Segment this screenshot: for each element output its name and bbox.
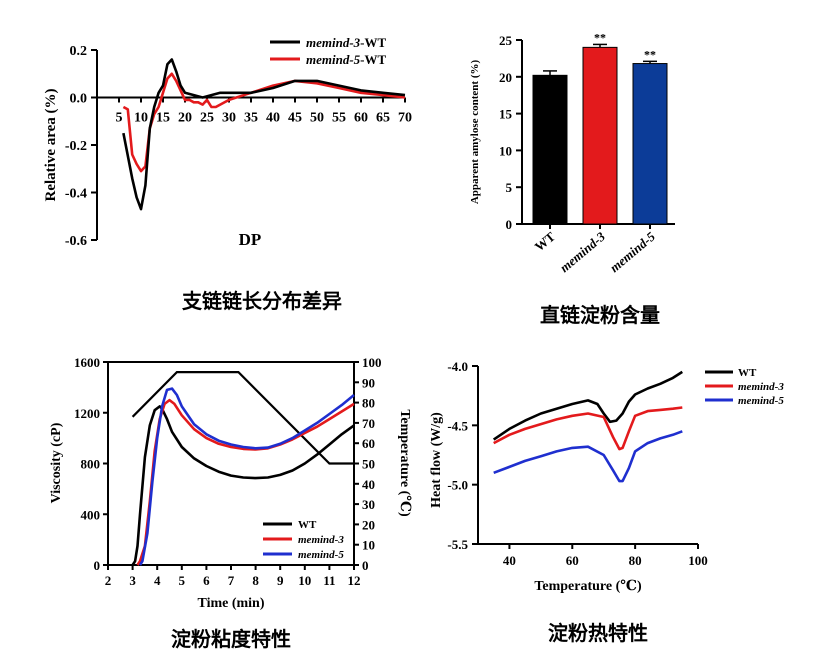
p4-x-tick-label: 100 <box>688 553 708 568</box>
p3-x-tick-label: 9 <box>277 573 284 588</box>
p4-y-tick-label: -4.0 <box>447 359 468 374</box>
p4-x-tick-label: 80 <box>629 553 642 568</box>
p2-category-label: memind-5 <box>607 228 659 275</box>
p4-legend-label: WT <box>738 367 757 379</box>
p4-y-tick-label: -5.5 <box>447 537 468 552</box>
p3-y2-tick-label: 20 <box>362 517 375 532</box>
p1-x-tick-label: 20 <box>178 111 192 126</box>
p1-x-tick-label: 60 <box>354 111 368 126</box>
p1-y-tick-label: -0.6 <box>65 234 87 249</box>
p3-y2-axis-label: Temperature (℃) <box>397 409 412 517</box>
p2-y-tick-label: 0 <box>506 217 513 232</box>
p4-caption: 淀粉热特性 <box>548 621 648 645</box>
p2-bar-WT <box>532 74 568 225</box>
p3-y-tick-label: 0 <box>94 558 101 573</box>
p1-x-tick-label: 45 <box>288 111 302 126</box>
p1-x-tick-label: 15 <box>156 111 170 126</box>
p3-x-tick-label: 11 <box>323 573 335 588</box>
p1-y-tick-label: 0.2 <box>70 44 88 59</box>
p3-x-tick-label: 12 <box>348 573 361 588</box>
p3-x-tick-label: 2 <box>105 573 112 588</box>
p3-legend-label: WT <box>298 519 317 531</box>
p3-caption: 淀粉粘度特性 <box>171 627 291 651</box>
p4-y-tick-label: -4.5 <box>447 418 468 433</box>
p1-y-tick-label: 0.0 <box>70 92 88 107</box>
p3-x-tick-label: 5 <box>179 573 186 588</box>
p2-bar-memind-3 <box>582 46 618 225</box>
p3-x-tick-label: 3 <box>129 573 136 588</box>
p1-legend-label: memind-5-WT <box>306 52 387 67</box>
p3-y-tick-label: 800 <box>81 457 101 472</box>
p2-significance: ** <box>594 30 606 44</box>
p1-series-memind-3 <box>122 58 406 211</box>
p2-bar-memind-5 <box>632 63 668 225</box>
p3-legend-label: memind-5 <box>298 549 344 561</box>
p1-y-axis-label: Relative area (%) <box>43 88 59 201</box>
p3-y-tick-label: 400 <box>81 507 101 522</box>
p3-legend-label: memind-3 <box>298 534 344 546</box>
p3-y2-tick-label: 60 <box>362 436 375 451</box>
p2-y-tick-label: 20 <box>499 70 512 85</box>
p1-x-tick-label: 30 <box>222 111 236 126</box>
p1-legend-label: memind-3-WT <box>306 35 387 50</box>
p3-y-tick-label: 1200 <box>74 406 100 421</box>
p3-x-tick-label: 4 <box>154 573 161 588</box>
p1-x-axis-label: DP <box>239 230 262 249</box>
p2-caption: 直链淀粉含量 <box>540 303 660 327</box>
p4-legend-label: memind-5 <box>738 395 784 407</box>
p4-y-axis-label: Heat flow (W/g) <box>429 412 444 508</box>
p3-x-tick-label: 8 <box>252 573 259 588</box>
p3-x-tick-label: 6 <box>203 573 210 588</box>
p3-y-tick-label: 1600 <box>74 355 100 370</box>
p2-y-tick-label: 10 <box>499 143 512 158</box>
p3-y2-tick-label: 90 <box>362 375 375 390</box>
p3-y2-tick-label: 40 <box>362 477 375 492</box>
p3-series-WT <box>131 405 355 566</box>
p4-legend-label: memind-3 <box>738 381 784 393</box>
p1-x-tick-label: 50 <box>310 111 324 126</box>
p1-y-tick-label: -0.2 <box>65 139 87 154</box>
p3-x-tick-label: 10 <box>298 573 311 588</box>
p1-caption: 支链链长分布差异 <box>182 289 342 313</box>
p1-x-tick-label: 55 <box>332 111 346 126</box>
p1-x-tick-label: 5 <box>116 111 123 126</box>
p1-x-tick-label: 40 <box>266 111 280 126</box>
p3-y2-tick-label: 50 <box>362 457 375 472</box>
p3-y2-tick-label: 80 <box>362 396 375 411</box>
p4-series-memind-5 <box>493 430 683 483</box>
p2-y-tick-label: 25 <box>499 33 513 48</box>
p3-y2-tick-label: 0 <box>362 558 369 573</box>
p4-y-tick-label: -5.0 <box>447 478 468 493</box>
p4-x-tick-label: 40 <box>503 553 516 568</box>
p2-y-tick-label: 5 <box>506 180 513 195</box>
p3-y2-tick-label: 70 <box>362 416 375 431</box>
p3-y-axis-label: Viscosity (cP) <box>49 422 64 503</box>
p4-series-memind-3 <box>493 406 683 451</box>
p2-y-tick-label: 15 <box>499 107 513 122</box>
p1-x-tick-label: 10 <box>134 111 148 126</box>
p3-x-tick-label: 7 <box>228 573 235 588</box>
p3-y2-tick-label: 10 <box>362 538 375 553</box>
p4-x-axis-label: Temperature (℃) <box>534 579 642 594</box>
p2-category-label: memind-3 <box>557 228 609 275</box>
p2-category-label: WT <box>532 229 558 255</box>
p3-temperature-profile <box>131 371 354 465</box>
p1-x-tick-label: 35 <box>244 111 258 126</box>
p4-x-tick-label: 60 <box>566 553 579 568</box>
p3-series-memind-5 <box>138 387 355 566</box>
p4-series-WT <box>492 370 683 441</box>
p1-x-tick-label: 70 <box>398 111 412 126</box>
p2-significance: ** <box>644 47 656 61</box>
p1-x-tick-label: 65 <box>376 111 390 126</box>
p3-y2-tick-label: 100 <box>362 355 382 370</box>
p2-y-axis-label: Apparent amylose content (%) <box>469 60 481 205</box>
p1-y-tick-label: -0.4 <box>65 187 87 202</box>
p3-y2-tick-label: 30 <box>362 497 375 512</box>
p1-x-tick-label: 25 <box>200 111 214 126</box>
p3-x-axis-label: Time (min) <box>197 596 264 611</box>
